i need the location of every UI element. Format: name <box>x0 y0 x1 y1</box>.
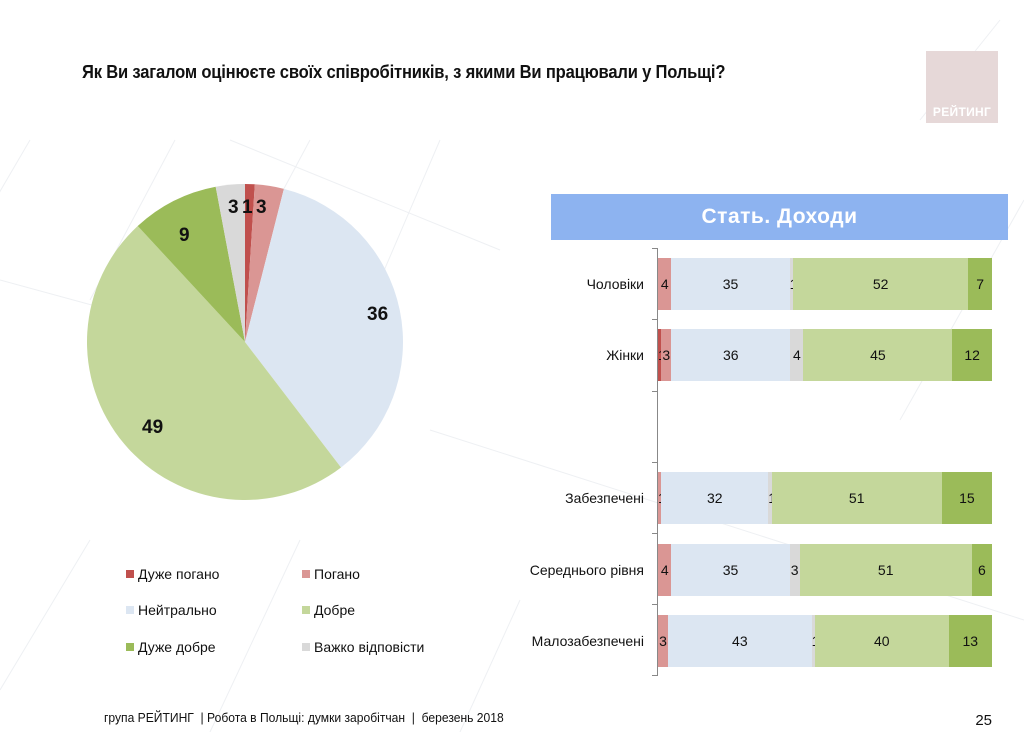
row-label-low-income: Малозабезпечені <box>531 633 644 649</box>
logo-text: РЕЙТИНГ <box>932 105 992 119</box>
bar-segment-hard-to-say: 3 <box>789 544 800 596</box>
bar-row-well-off: 13215115 <box>658 472 992 524</box>
bar-segment-bad: 4 <box>658 258 672 310</box>
bar-segment-neutral: 35 <box>671 544 790 596</box>
bar-segment-good: 45 <box>803 329 953 381</box>
bar-segment-very-good: 6 <box>971 544 992 596</box>
legend-swatch-bad <box>302 570 310 578</box>
bar-section-header: Стать. Доходи <box>551 194 1008 240</box>
pie-label-very-bad: 1 <box>242 197 253 218</box>
bar-segment-very-good: 12 <box>952 329 992 381</box>
pie-label-neutral: 36 <box>367 304 388 325</box>
bar-segment-neutral: 43 <box>668 615 812 667</box>
legend-label: Дуже добре <box>138 639 216 655</box>
legend-item-very-bad: Дуже погано <box>126 566 219 582</box>
bar-segment-neutral: 32 <box>661 472 769 524</box>
bar-segment-good: 40 <box>814 615 949 667</box>
bar-segment-very-good: 7 <box>968 258 992 310</box>
stacked-bar-chart: Чоловіки Жінки Забезпечені Середнього рі… <box>500 248 1010 680</box>
legend-swatch-good <box>302 606 310 614</box>
bar-row-women: 133644512 <box>658 329 992 381</box>
bar-segment-good: 52 <box>792 258 969 310</box>
axis-tick <box>652 675 658 676</box>
bar-segment-bad: 4 <box>658 544 672 596</box>
row-label-men: Чоловіки <box>586 276 644 292</box>
row-label-well-off: Забезпечені <box>565 490 644 506</box>
bar-segment-very-good: 13 <box>948 615 992 667</box>
bar-segment-hard-to-say: 4 <box>790 329 804 381</box>
row-label-middle-income: Середнього рівня <box>529 562 644 578</box>
legend-swatch-hard-to-say <box>302 643 310 651</box>
legend-swatch-very-good <box>126 643 134 651</box>
rating-logo: РЕЙТИНГ <box>926 51 998 123</box>
pie-chart: 1 3 36 49 9 3 <box>86 184 404 501</box>
chart-title: Як Ви загалом оцінюєте своїх співробітни… <box>82 62 726 82</box>
axis-tick <box>652 604 658 605</box>
legend-item-bad: Погано <box>302 566 360 582</box>
legend-label: Важко відповісти <box>314 639 425 655</box>
legend-swatch-neutral <box>126 606 134 614</box>
axis-tick <box>652 391 658 392</box>
legend-item-hard-to-say: Важко відповісти <box>302 639 424 655</box>
legend-item-very-good: Дуже добре <box>126 639 216 655</box>
axis-tick <box>652 533 658 534</box>
legend-label: Добре <box>314 602 356 618</box>
legend-label: Нейтрально <box>138 602 217 618</box>
legend-item-neutral: Нейтрально <box>126 602 217 618</box>
row-label-women: Жінки <box>606 347 644 363</box>
bar-segment-bad: 3 <box>658 615 669 667</box>
bar-segment-neutral: 35 <box>671 258 790 310</box>
axis-tick <box>652 319 658 320</box>
pie-label-bad: 3 <box>256 197 267 218</box>
legend-swatch-very-bad <box>126 570 134 578</box>
page-number: 25 <box>975 712 992 729</box>
axis-tick <box>652 462 658 463</box>
pie-label-good: 49 <box>142 417 163 438</box>
legend-item-good: Добре <box>302 602 355 618</box>
bar-segment-very-good: 15 <box>941 472 992 524</box>
pie-label-very-good: 9 <box>179 225 190 246</box>
axis-tick <box>652 248 658 249</box>
bar-row-men: 4351527 <box>658 258 992 310</box>
bar-section-title: Стать. Доходи <box>701 205 858 228</box>
footer-text: група РЕЙТИНГ | Робота в Польщі: думки з… <box>104 710 504 725</box>
bar-segment-good: 51 <box>771 472 942 524</box>
bar-segment-neutral: 36 <box>671 329 791 381</box>
bar-row-low-income: 34314013 <box>658 615 992 667</box>
bar-segment-bad: 3 <box>661 329 672 381</box>
bar-segment-good: 51 <box>799 544 972 596</box>
bar-row-middle-income: 4 35 3 51 6 <box>658 544 992 596</box>
pie-label-hard-to-say: 3 <box>228 197 239 218</box>
legend-label: Дуже погано <box>138 566 220 582</box>
legend-label: Погано <box>314 566 360 582</box>
